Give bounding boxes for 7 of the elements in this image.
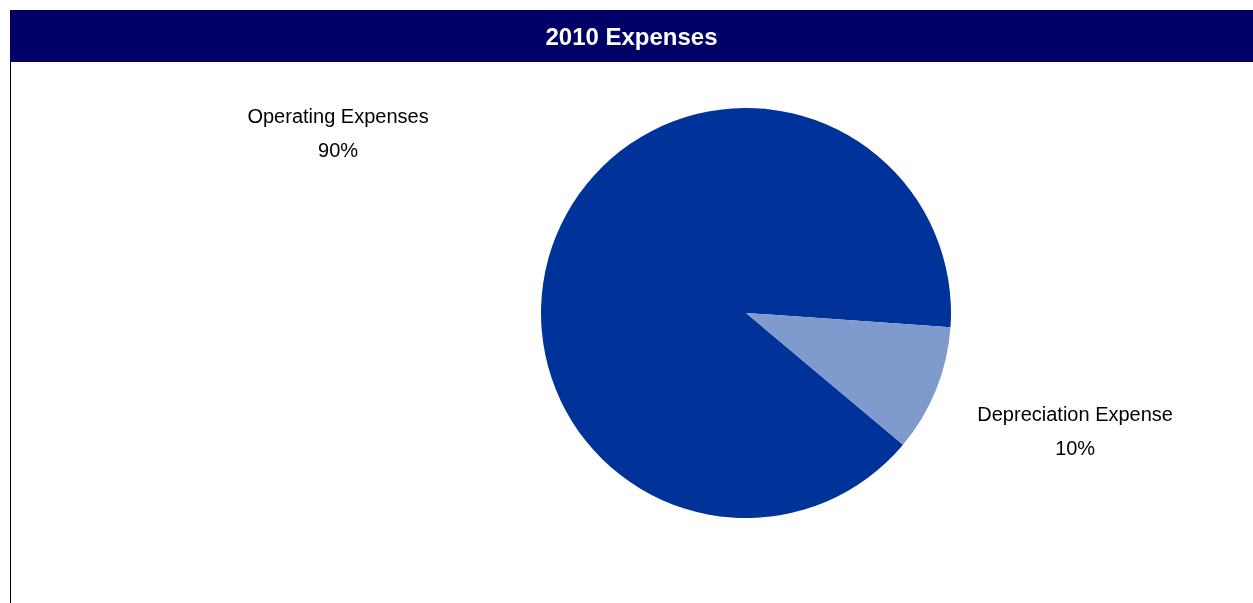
chart-title: 2010 Expenses	[545, 23, 718, 50]
slice-label: Depreciation Expense	[977, 402, 1173, 425]
data-label: 10%	[1055, 436, 1096, 459]
pie-slice	[541, 108, 951, 518]
data-label: 90%	[318, 139, 359, 162]
pie-slice	[746, 313, 951, 445]
slice-label: Operating Expenses	[247, 105, 429, 128]
